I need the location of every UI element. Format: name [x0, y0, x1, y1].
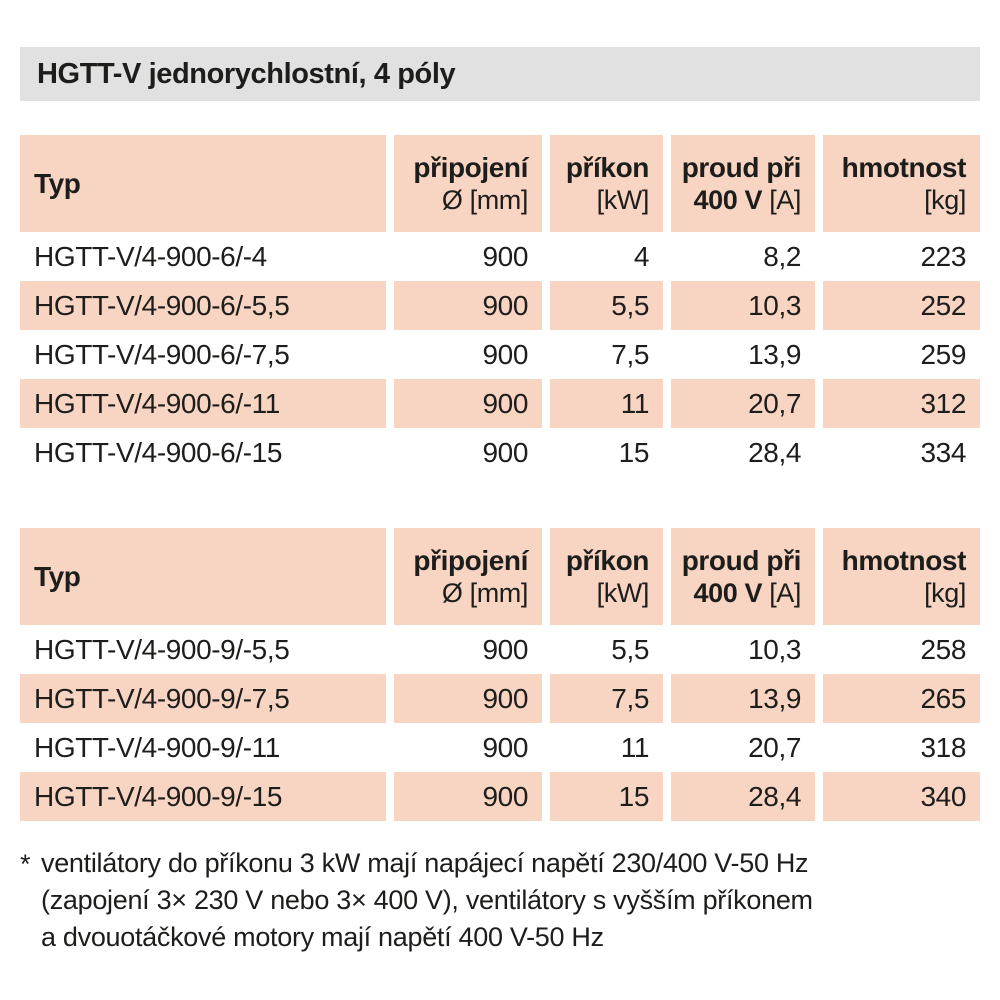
- col-header-typ: Typ: [20, 135, 386, 232]
- value-cell: 265: [823, 674, 980, 723]
- col-header-proud: proud při 400 V [A]: [671, 135, 815, 232]
- value-cell: 11: [550, 723, 663, 772]
- value-cell: 15: [550, 428, 663, 477]
- col-header-prikon: příkon [kW]: [550, 528, 663, 625]
- value-cell: 8,2: [671, 232, 815, 281]
- col-header-prikon: příkon [kW]: [550, 135, 663, 232]
- value-cell: 900: [394, 625, 542, 674]
- footnote-line: a dvouotáčkové motory mají napětí 400 V-…: [41, 922, 604, 952]
- value-cell: 10,3: [671, 281, 815, 330]
- footnote-line: ventilátory do příkonu 3 kW mají napájec…: [41, 848, 809, 878]
- value-cell: 15: [550, 772, 663, 821]
- value-cell: 900: [394, 428, 542, 477]
- value-cell: 900: [394, 330, 542, 379]
- page-title: HGTT-V jednorychlostní, 4 póly: [37, 57, 456, 90]
- type-cell: HGTT-V/4-900-6/-4: [20, 232, 386, 281]
- value-cell: 900: [394, 772, 542, 821]
- type-cell: HGTT-V/4-900-9/-15: [20, 772, 386, 821]
- col-header-proud: proud při 400 V [A]: [671, 528, 815, 625]
- value-cell: 259: [823, 330, 980, 379]
- type-cell: HGTT-V/4-900-9/-11: [20, 723, 386, 772]
- value-cell: 258: [823, 625, 980, 674]
- value-cell: 7,5: [550, 330, 663, 379]
- col-header-hmotnost: hmotnost [kg]: [823, 528, 980, 625]
- value-cell: 900: [394, 232, 542, 281]
- value-cell: 312: [823, 379, 980, 428]
- value-cell: 13,9: [671, 674, 815, 723]
- spec-table-900-9: Typ připojení Ø [mm] příkon [kW] proud p…: [20, 528, 980, 821]
- value-cell: 5,5: [550, 281, 663, 330]
- value-cell: 334: [823, 428, 980, 477]
- footnote: * ventilátory do příkonu 3 kW mají napáj…: [20, 845, 980, 956]
- value-cell: 28,4: [671, 428, 815, 477]
- type-cell: HGTT-V/4-900-6/-5,5: [20, 281, 386, 330]
- type-cell: HGTT-V/4-900-9/-5,5: [20, 625, 386, 674]
- value-cell: 4: [550, 232, 663, 281]
- value-cell: 28,4: [671, 772, 815, 821]
- value-cell: 5,5: [550, 625, 663, 674]
- value-cell: 10,3: [671, 625, 815, 674]
- spec-table-900-6: Typ připojení Ø [mm] příkon [kW] proud p…: [20, 135, 980, 477]
- type-cell: HGTT-V/4-900-6/-7,5: [20, 330, 386, 379]
- value-cell: 20,7: [671, 379, 815, 428]
- type-cell: HGTT-V/4-900-6/-15: [20, 428, 386, 477]
- value-cell: 900: [394, 723, 542, 772]
- value-cell: 11: [550, 379, 663, 428]
- col-header-pripojeni: připojení Ø [mm]: [394, 528, 542, 625]
- value-cell: 340: [823, 772, 980, 821]
- col-header-typ: Typ: [20, 528, 386, 625]
- col-header-pripojeni: připojení Ø [mm]: [394, 135, 542, 232]
- value-cell: 900: [394, 674, 542, 723]
- section-title-bar: HGTT-V jednorychlostní, 4 póly: [20, 47, 980, 101]
- col-header-hmotnost: hmotnost [kg]: [823, 135, 980, 232]
- type-cell: HGTT-V/4-900-9/-7,5: [20, 674, 386, 723]
- type-cell: HGTT-V/4-900-6/-11: [20, 379, 386, 428]
- value-cell: 13,9: [671, 330, 815, 379]
- value-cell: 7,5: [550, 674, 663, 723]
- footnote-asterisk: *: [20, 849, 31, 879]
- value-cell: 318: [823, 723, 980, 772]
- value-cell: 20,7: [671, 723, 815, 772]
- value-cell: 900: [394, 379, 542, 428]
- footnote-line: (zapojení 3× 230 V nebo 3× 400 V), venti…: [41, 885, 813, 915]
- value-cell: 252: [823, 281, 980, 330]
- value-cell: 900: [394, 281, 542, 330]
- value-cell: 223: [823, 232, 980, 281]
